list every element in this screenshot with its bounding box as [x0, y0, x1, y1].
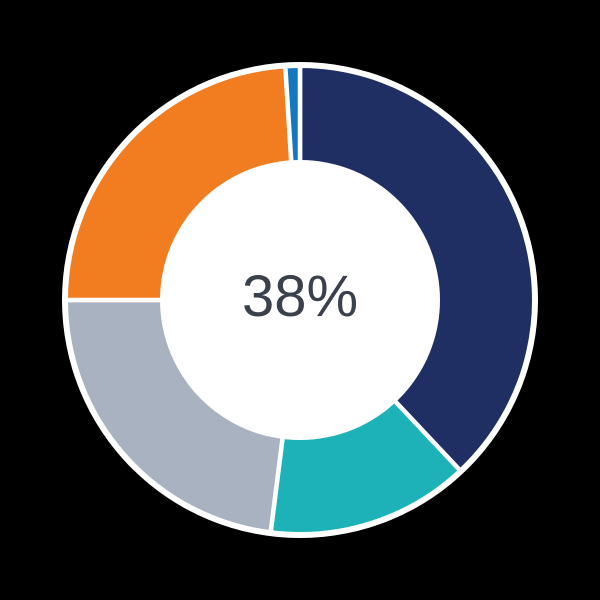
donut-hole: [160, 160, 440, 440]
